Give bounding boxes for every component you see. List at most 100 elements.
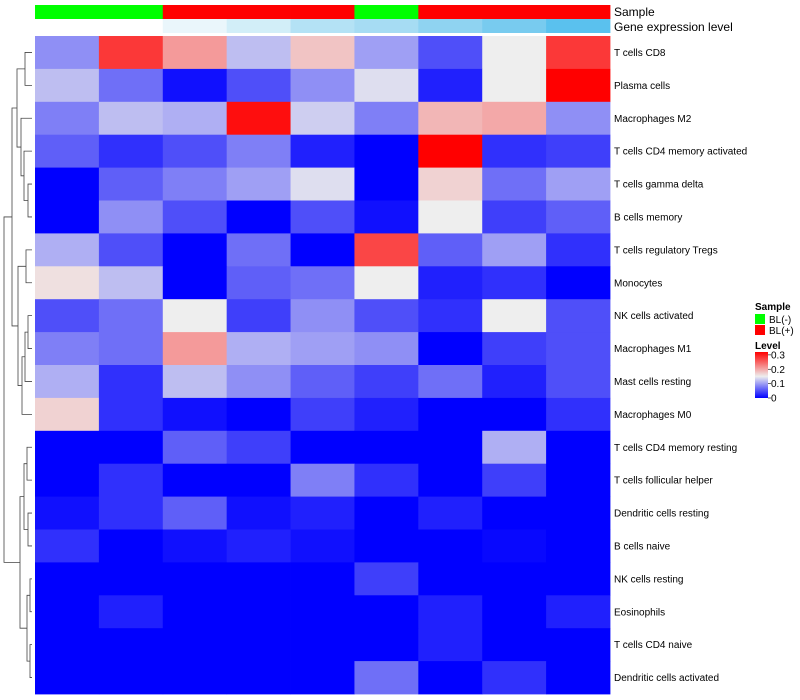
heatmap-cell <box>418 101 483 136</box>
heatmap-cell <box>162 167 228 201</box>
heatmap-cell <box>418 68 483 103</box>
heatmap-cell <box>482 562 547 596</box>
expression-annotation-cell <box>226 19 291 33</box>
heatmap-cell <box>98 266 164 300</box>
row-label: Macrophages M1 <box>614 344 692 355</box>
heatmap-cell <box>546 463 611 497</box>
heatmap-cell <box>354 430 419 465</box>
heatmap-cell <box>162 397 228 432</box>
heatmap-cell <box>546 661 611 695</box>
heatmap-cell <box>546 365 611 399</box>
heatmap-cell <box>482 167 547 201</box>
heatmap-cell <box>226 332 291 366</box>
row-label: T cells gamma delta <box>614 180 704 191</box>
heatmap-cell <box>35 299 100 333</box>
heatmap-cell <box>162 200 228 234</box>
heatmap-cell <box>290 101 355 136</box>
dendrogram-branch <box>25 249 32 284</box>
heatmap-cell <box>482 430 547 465</box>
heatmap-cell <box>418 397 483 432</box>
heatmap-cell <box>546 397 611 432</box>
heatmap-cell <box>226 68 291 103</box>
row-label: Plasma cells <box>614 81 670 92</box>
dendrogram-branch <box>29 644 32 678</box>
dendrogram-branch <box>26 594 30 662</box>
heatmap-cell <box>162 101 228 136</box>
heatmap-cell <box>226 463 291 497</box>
sample-annotation-cell <box>98 5 164 19</box>
heatmap-cell <box>35 68 100 103</box>
expression-annotation-cell <box>162 19 228 33</box>
heatmap-cell <box>98 628 164 662</box>
heatmap-cell <box>98 68 164 103</box>
heatmap-cell <box>546 266 611 300</box>
heatmap-cell <box>546 233 611 267</box>
expression-annotation-cell <box>354 19 419 33</box>
heatmap-cell <box>290 397 355 432</box>
row-label: T cells follicular helper <box>614 476 713 487</box>
legend-level-tick-label: 0.3 <box>771 350 785 361</box>
heatmap-cell <box>98 430 164 465</box>
heatmap-cell <box>354 562 419 596</box>
legend-level-tick-label: 0.2 <box>771 365 785 376</box>
heatmap-cell <box>98 233 164 267</box>
heatmap-cell <box>290 36 355 70</box>
expression-annotation-cell <box>290 19 355 33</box>
heatmap-cell <box>354 299 419 333</box>
row-label: Macrophages M2 <box>614 114 692 125</box>
row-label: Dendritic cells resting <box>614 509 709 520</box>
heatmap-cell <box>162 562 228 596</box>
heatmap-cell <box>35 661 100 695</box>
heatmap-cell <box>290 595 355 629</box>
heatmap-cell <box>290 134 355 168</box>
heatmap-cell <box>35 200 100 234</box>
heatmap-cell <box>98 397 164 432</box>
sample-annotation-cell <box>482 5 547 19</box>
row-label: Macrophages M0 <box>614 410 692 421</box>
heatmap-cell <box>290 332 355 366</box>
heatmap-cell <box>290 68 355 103</box>
row-label: Mast cells resting <box>614 377 691 388</box>
heatmap-cell <box>418 595 483 629</box>
heatmap-cell <box>226 397 291 432</box>
legend-sample-label: BL(-) <box>769 315 791 326</box>
row-label: B cells memory <box>614 212 682 223</box>
heatmap-cell <box>354 101 419 136</box>
row-label: T cells CD4 memory resting <box>614 443 737 454</box>
heatmap-cell <box>482 496 547 530</box>
heatmap-cell <box>98 101 164 136</box>
heatmap-cell <box>98 463 164 497</box>
heatmap-cell <box>418 562 483 596</box>
heatmap-cell <box>98 167 164 201</box>
heatmap-cells <box>35 36 611 695</box>
heatmap-cell <box>226 233 291 267</box>
heatmap-cell <box>226 661 291 695</box>
heatmap-cell <box>98 529 164 563</box>
dendrogram-branch <box>24 52 32 86</box>
heatmap-cell <box>35 562 100 596</box>
heatmap-cell <box>226 430 291 465</box>
heatmap-cell <box>418 661 483 695</box>
heatmap-cell <box>162 628 228 662</box>
heatmap-cell <box>418 463 483 497</box>
heatmap-cell <box>482 661 547 695</box>
legend-sample-label: BL(+) <box>769 326 794 337</box>
column-annotations <box>35 5 611 33</box>
heatmap-cell <box>482 529 547 563</box>
heatmap-cell <box>354 397 419 432</box>
heatmap-cell <box>546 628 611 662</box>
heatmap-cell <box>98 365 164 399</box>
heatmap-cell <box>290 266 355 300</box>
heatmap-cell <box>98 562 164 596</box>
heatmap-cell <box>482 233 547 267</box>
heatmap-cell <box>290 529 355 563</box>
heatmap-cell <box>418 365 483 399</box>
heatmap-cell <box>35 463 100 497</box>
legend-sample-swatch <box>755 325 765 335</box>
dendrogram-branch <box>29 578 32 613</box>
heatmap-cell <box>418 628 483 662</box>
heatmap-cell <box>226 266 291 300</box>
heatmap-cell <box>482 134 547 168</box>
heatmap-cell <box>162 430 228 465</box>
